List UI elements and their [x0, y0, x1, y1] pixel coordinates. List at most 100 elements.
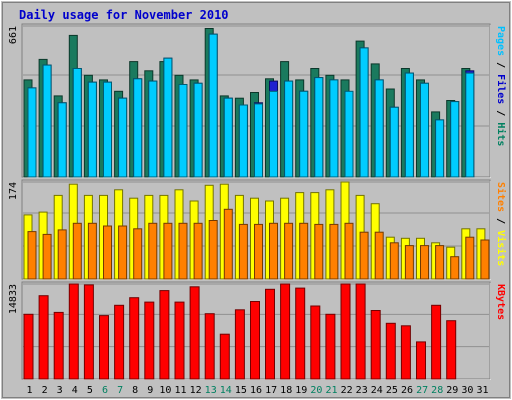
bar-sites-day-9: Sites 9: 100	[148, 222, 158, 280]
bar-pages-day-15: Pages 15: 315	[238, 104, 248, 178]
bar-pages-day-24: Pages 24: 425	[374, 79, 384, 178]
legend-label: Pages / Files / Hits	[495, 26, 507, 146]
bar-sites-day-29: Sites 29: 40	[450, 256, 460, 280]
x-tick-label-day-13: 13	[205, 385, 217, 396]
bar-kbytes-day-8: KBytes 8: 12700	[129, 297, 140, 380]
x-tick-label-day-17: 17	[265, 385, 277, 396]
bar-pages-day-28: Pages 28: 250	[435, 119, 445, 178]
bar-sites-day-28: Sites 28: 60	[435, 245, 445, 280]
x-tick-label-day-27: 27	[416, 385, 428, 396]
legend-label: Sites / Visits	[495, 182, 507, 266]
legend-entry: /	[495, 104, 506, 122]
legend-entry: Hits	[495, 122, 507, 146]
bar-sites-day-14: Sites 14: 125	[223, 208, 233, 280]
bar-pages-day-7: Pages 7: 345	[118, 97, 128, 178]
x-tick-label-day-1: 1	[26, 385, 32, 396]
bar-kbytes-day-25: KBytes 25: 8700	[385, 322, 396, 380]
bar-sites-day-22: Sites 22: 100	[344, 222, 354, 280]
bar-kbytes-day-28: KBytes 28: 11500	[431, 304, 442, 380]
bar-pages-day-2: Pages 2: 490	[42, 64, 52, 178]
panel-kbytes: 14833 KBytes KBytes 1: 10100 KBytes 2: 1300…	[8, 281, 506, 380]
bar-pages-day-12: Pages 12: 410	[193, 82, 203, 178]
x-tick-label-day-7: 7	[117, 385, 123, 396]
x-tick-label-day-29: 29	[446, 385, 458, 396]
legend-entry: /	[495, 212, 506, 230]
bar-kbytes-day-7: KBytes 7: 11500	[114, 304, 125, 380]
bar-sites-day-21: Sites 21: 98	[329, 223, 339, 280]
bar-kbytes-day-27: KBytes 27: 5800	[416, 341, 426, 380]
x-tick-label-day-23: 23	[356, 385, 368, 396]
legend-entry: Files	[495, 74, 507, 104]
bar-pages-day-27: Pages 27: 410	[420, 82, 429, 178]
x-tick-label-day-4: 4	[72, 385, 78, 396]
bar-kbytes-day-14: KBytes 14: 7000	[219, 333, 230, 380]
bar-sites-day-13: Sites 13: 105	[208, 220, 218, 280]
bar-sites-day-31: Sites 31: 70	[480, 239, 490, 280]
x-tick-label-day-16: 16	[250, 385, 262, 396]
x-tick-label-day-6: 6	[102, 385, 108, 396]
x-tick-label-day-2: 2	[42, 385, 48, 396]
bar-kbytes-day-21: KBytes 21: 10100	[325, 313, 336, 380]
bar-pages-day-19: Pages 19: 375	[299, 90, 309, 178]
bar-sites-day-3: Sites 3: 88	[57, 229, 67, 280]
bar-sites-day-12: Sites 12: 100	[193, 222, 203, 280]
bar-sites-day-27: Sites 27: 60	[420, 245, 429, 280]
bar-pages-day-23: Pages 23: 565	[359, 47, 369, 178]
x-tick-label-day-8: 8	[132, 385, 138, 396]
bar-kbytes-day-9: KBytes 9: 12000	[144, 301, 155, 380]
bar-pages-day-17: Pages 17: 375	[269, 90, 278, 178]
x-tick-label-day-19: 19	[295, 385, 307, 396]
bar-pages-day-5: Pages 5: 415	[87, 81, 97, 178]
panel-visits-sites: 174 Sites / VisitsVisits 1: 115Sites 1: 8…	[8, 179, 507, 280]
bar-pages-day-9: Pages 9: 420	[148, 80, 158, 178]
bar-pages-day-3: Pages 3: 325	[57, 102, 67, 178]
bar-pages-day-4: Pages 4: 475	[72, 68, 82, 178]
bar-sites-day-25: Sites 25: 65	[389, 242, 399, 280]
bar-kbytes-day-22: KBytes 22: 15800	[340, 283, 351, 380]
bar-sites-day-10: Sites 10: 100	[163, 222, 173, 280]
bar-sites-day-11: Sites 11: 100	[178, 222, 188, 280]
panel-pages-files-hits: 661 Pages / Files / HitsHits 1: 425Files …	[8, 23, 507, 178]
bar-kbytes-day-23: KBytes 23: 15800	[355, 283, 366, 380]
chart-title: Daily usage for November 2010	[19, 8, 229, 22]
bar-pages-day-22: Pages 22: 375	[344, 90, 354, 178]
legend-entry: /	[495, 56, 506, 74]
bar-sites-day-1: Sites 1: 85	[27, 231, 37, 280]
bar-sites-day-4: Sites 4: 100	[72, 222, 82, 280]
bar-pages-day-18: Pages 18: 420	[284, 80, 294, 178]
bar-kbytes-day-20: KBytes 20: 11400	[310, 305, 321, 380]
bar-sites-day-8: Sites 8: 90	[133, 228, 143, 280]
bar-sites-day-16: Sites 16: 98	[254, 223, 263, 280]
bar-pages-day-11: Pages 11: 405	[178, 84, 188, 178]
legend-entry: KBytes	[495, 284, 506, 320]
x-tick-label-day-5: 5	[87, 385, 93, 396]
bar-kbytes-day-18: KBytes 18: 14900	[280, 283, 291, 380]
x-tick-label-day-24: 24	[371, 385, 383, 396]
bar-pages-day-8: Pages 8: 430	[133, 78, 143, 178]
bar-kbytes-day-6: KBytes 6: 9900	[99, 315, 109, 380]
bar-pages-day-30: Pages 30: 455	[465, 72, 475, 178]
bar-kbytes-day-19: KBytes 19: 14200	[295, 287, 306, 380]
bar-pages-day-6: Pages 6: 415	[103, 81, 112, 178]
bar-kbytes-day-13: KBytes 13: 10200	[204, 313, 215, 380]
bar-pages-day-29: Pages 29: 330	[450, 101, 460, 178]
x-tick-label-day-30: 30	[461, 385, 473, 396]
bar-sites-day-26: Sites 26: 60	[404, 245, 414, 280]
bar-sites-day-18: Sites 18: 100	[284, 222, 294, 280]
bar-kbytes-day-15: KBytes 15: 10800	[234, 309, 245, 380]
bar-pages-day-25: Pages 25: 305	[389, 106, 399, 178]
bar-sites-day-17: Sites 17: 100	[269, 222, 278, 280]
y-max-label: 661	[8, 26, 19, 44]
y-max-label: 174	[8, 182, 19, 200]
bar-kbytes-day-29: KBytes 29: 9100	[446, 320, 457, 380]
bar-kbytes-day-17: KBytes 17: 14000	[265, 288, 275, 380]
bar-kbytes-day-3: KBytes 3: 10400	[53, 311, 64, 380]
bar-kbytes-day-26: KBytes 26: 8300	[400, 325, 411, 380]
bar-kbytes-day-11: KBytes 11: 12000	[174, 301, 185, 380]
bar-kbytes-day-5: KBytes 5: 14700	[83, 284, 94, 380]
bar-sites-day-23: Sites 23: 84	[359, 231, 369, 280]
legend-entry: Sites	[495, 182, 507, 212]
